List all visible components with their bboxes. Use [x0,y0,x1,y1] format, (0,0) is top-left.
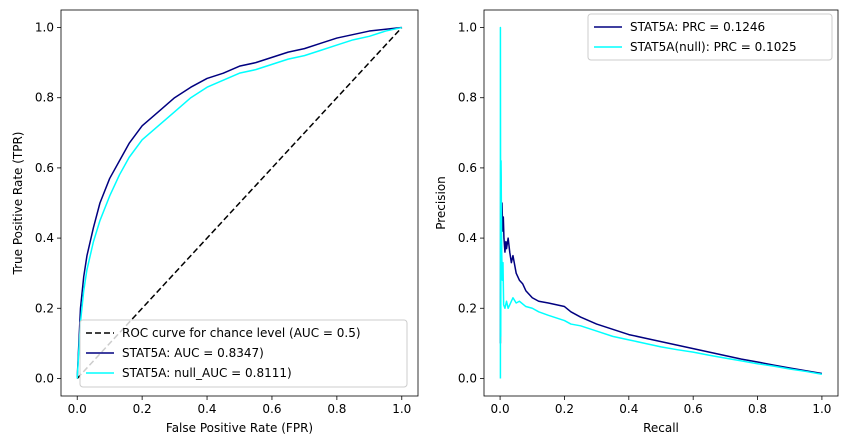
series-line-0 [76,27,403,379]
y-tick-label: 1.0 [35,21,54,35]
series-line-2 [76,26,402,379]
y-tick-label: 0.4 [458,231,477,245]
legend-label: STAT5A: AUC = 0.8347) [122,346,264,360]
x-tick-label: 1.0 [812,402,831,416]
legend-label: STAT5A: PRC = 0.1246 [630,20,765,34]
legend-label: STAT5A(null): PRC = 0.1025 [630,40,797,54]
y-tick-label: 0.0 [458,371,477,385]
legend-box [587,13,833,61]
x-tick-label: 0.2 [555,402,574,416]
x-tick-label: 0.4 [197,402,216,416]
y-tick-label: 0.4 [35,231,54,245]
y-tick-label: 0.8 [35,91,54,105]
series-line-0 [499,163,823,375]
series-line-1 [76,26,402,379]
y-axis-label: Precision [434,176,448,230]
y-tick-label: 0.6 [458,161,477,175]
y-tick-label: 0.8 [458,91,477,105]
y-tick-label: 0.2 [35,301,54,315]
legend: ROC curve for chance level (AUC = 0.5) ST… [79,319,408,388]
plot-frame [483,9,839,397]
legend-label: STAT5A: null_AUC = 0.8111) [122,366,292,380]
legend: STAT5A: PRC = 0.1246 STAT5A(null): PRC = … [587,13,833,61]
y-tick-label: 0.6 [35,161,54,175]
x-tick-label: 0.6 [684,402,703,416]
pr-chart: 0.0 0.2 0.4 0.6 0.8 1.0 0.0 0.2 0.4 0.6 0.8 1.0 Reca… [434,9,839,435]
series-line-1 [499,26,823,379]
y-tick-label: 0.2 [458,301,477,315]
x-tick-label: 0.0 [68,402,87,416]
legend-label: ROC curve for chance level (AUC = 0.5) [122,326,361,340]
y-tick-label: 1.0 [458,21,477,35]
x-tick-label: 0.8 [327,402,346,416]
roc-chart: 0.0 0.2 0.4 0.6 0.8 1.0 0.0 0.2 0.4 0.6 0.8 1.0 Fals… [11,9,419,435]
plot-frame [60,9,419,397]
legend-box [79,319,408,388]
x-tick-label: 0.6 [262,402,281,416]
x-axis-label: False Positive Rate (FPR) [166,421,313,435]
x-tick-label: 0.2 [133,402,152,416]
x-tick-label: 0.0 [491,402,510,416]
x-tick-label: 0.8 [748,402,767,416]
x-tick-label: 1.0 [392,402,411,416]
x-tick-label: 0.4 [619,402,638,416]
y-tick-label: 0.0 [35,371,54,385]
y-axis-label: True Positive Rate (TPR) [11,132,25,276]
x-axis-label: Recall [643,421,679,435]
